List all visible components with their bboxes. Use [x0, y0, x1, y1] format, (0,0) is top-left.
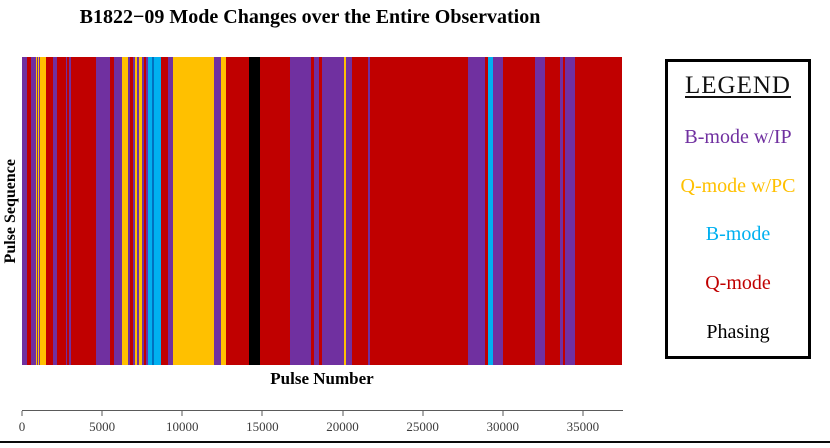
mode-segment-qmode	[352, 57, 368, 365]
y-axis-label: Pulse Sequence	[2, 158, 19, 264]
mode-segment-qmode	[57, 57, 66, 365]
mode-segment-bmode_ip	[137, 57, 139, 365]
mode-segment-bmode_ip	[322, 57, 344, 365]
mode-segment-qmode	[370, 57, 468, 365]
mode-segment-qmode	[70, 57, 96, 365]
x-axis-tick-mark	[502, 411, 504, 416]
mode-segment-qmode_pc	[173, 57, 214, 365]
mode-segment-qmode	[485, 57, 488, 365]
bottom-divider-line	[0, 441, 830, 443]
x-axis-tick-mark	[342, 411, 344, 416]
mode-segment-qmode	[562, 57, 566, 365]
mode-segment-bmode_ip	[290, 57, 311, 365]
mode-segment-qmode	[161, 57, 168, 365]
mode-segment-qmode_pc	[134, 57, 138, 365]
chart-title: B1822−09 Mode Changes over the Entire Ob…	[79, 6, 541, 28]
mode-segment-qmode	[574, 57, 622, 365]
x-axis-tick-mark	[21, 411, 23, 416]
mode-segment-bmode_ip	[69, 57, 71, 365]
x-axis-tick-mark	[261, 411, 263, 416]
mode-segment-qmode	[260, 57, 290, 365]
x-axis-tick-mark	[422, 411, 424, 416]
legend-entry-qmode_pc: Q-mode w/PC	[680, 174, 796, 197]
mode-segment-bmode_ip	[66, 57, 67, 365]
mode-segment-bmode_ip	[468, 57, 486, 365]
mode-segment-bmode_ip	[534, 57, 546, 365]
x-axis: 0 5000 10000 15000 20000 25000 30000 35000	[18, 410, 623, 441]
x-axis-tick-label: 5000	[89, 419, 116, 434]
mode-segment-phasing	[249, 57, 260, 365]
mode-segment-bmode_dark	[152, 57, 154, 365]
mode-segment-bmode	[154, 57, 162, 365]
mode-timeline-plot	[22, 57, 622, 365]
x-axis-tick-label: 10000	[166, 419, 199, 434]
legend-entry-bmode_ip: B-mode w/IP	[684, 125, 792, 148]
mode-segment-bmode_ip	[37, 57, 38, 365]
y-axis-label-container: Pulse Sequence	[1, 57, 21, 365]
mode-segment-bmode_ip	[95, 57, 110, 365]
legend-entry-qmode: Q-mode	[705, 272, 771, 295]
mode-segment-bmode_ip	[133, 57, 135, 365]
mode-segment-bmode_ip	[314, 57, 319, 365]
legend-box: LEGEND B-mode w/IP Q-mode w/PC B-mode Q-mod…	[665, 59, 811, 359]
mode-segment-qmode	[110, 57, 114, 365]
mode-segment-qmode	[26, 57, 31, 365]
mode-segment-bmode	[488, 57, 494, 365]
mode-segment-bmode	[148, 57, 152, 365]
mode-segment-bmode_ip	[142, 57, 144, 365]
legend-entry-phasing: Phasing	[706, 320, 770, 343]
mode-segment-bmode_ip	[30, 57, 36, 365]
mode-segment-bmode_ip	[38, 57, 40, 365]
mode-segment-bmode_ip	[346, 57, 352, 365]
x-axis-tick-mark	[101, 411, 103, 416]
mode-segment-bmode_ip	[560, 57, 563, 365]
mode-segment-qmode_pc	[40, 57, 46, 365]
mode-segment-qmode_pc	[138, 57, 142, 365]
x-axis-tick-label: 0	[18, 419, 26, 434]
mode-segment-qmode_pc	[221, 57, 226, 365]
mode-segment-qmode_pc	[36, 57, 38, 365]
mode-segment-qmode_pc	[344, 57, 346, 365]
x-axis-tick-label: 30000	[486, 419, 520, 434]
mode-segment-qmode	[310, 57, 314, 365]
mode-segment-bmode_ip	[114, 57, 122, 365]
legend-title: LEGEND	[685, 72, 791, 99]
mode-segment-bmode_ip	[146, 57, 148, 365]
x-axis-tick-label: 35000	[566, 419, 600, 434]
x-axis-label: Pulse Number	[270, 369, 374, 388]
mode-segment-bmode_ip	[368, 57, 370, 365]
mode-segment-qmode	[545, 57, 560, 365]
x-axis-tick-label: 15000	[246, 419, 279, 434]
mode-segment-bmode_ip	[168, 57, 174, 365]
x-axis-tick-mark	[181, 411, 183, 416]
mode-segment-qmode_pc	[37, 57, 39, 365]
mode-segment-bmode_ip	[53, 57, 58, 365]
mode-segment-bmode_ip	[22, 57, 27, 365]
mode-segment-qmode	[318, 57, 322, 365]
mode-segment-qmode	[130, 57, 134, 365]
mode-segment-bmode_ip	[214, 57, 222, 365]
mode-segment-bmode_ip	[493, 57, 503, 365]
mode-segment-bmode_ip	[565, 57, 575, 365]
x-axis-tick-mark	[582, 411, 584, 416]
x-axis-tick-label: 20000	[326, 419, 359, 434]
mode-segment-qmode	[226, 57, 250, 365]
mode-segment-qmode	[66, 57, 70, 365]
mode-segment-qmode	[144, 57, 146, 365]
mode-segment-qmode_pc	[122, 57, 128, 365]
legend-entry-bmode: B-mode	[705, 223, 771, 246]
mode-segment-bmode_ip	[128, 57, 130, 365]
x-axis-tick-label: 25000	[406, 419, 439, 434]
mode-segment-qmode	[46, 57, 54, 365]
mode-segment-qmode	[502, 57, 535, 365]
